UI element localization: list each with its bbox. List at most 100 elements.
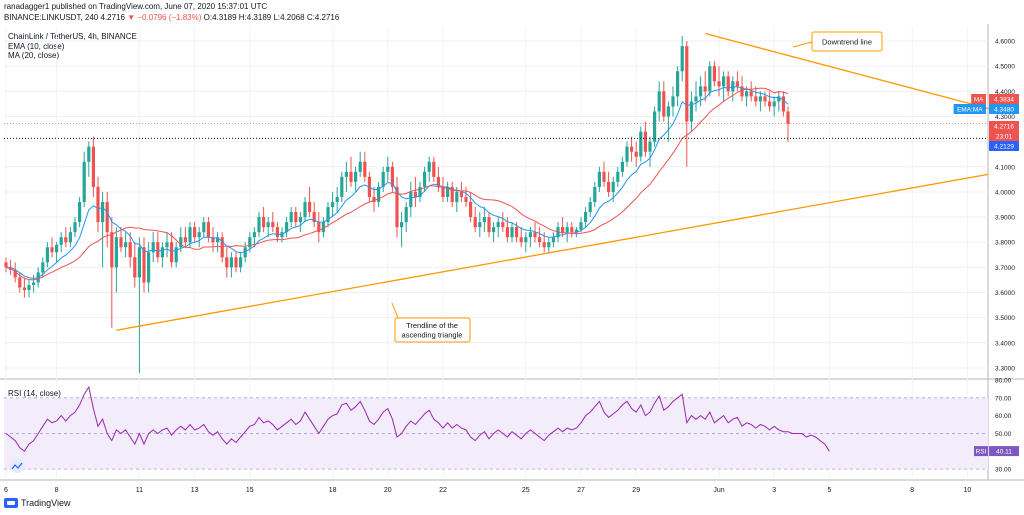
candle-body	[377, 186, 381, 202]
candle-body	[243, 247, 247, 258]
candle-body	[473, 217, 477, 228]
time-tick-label: Jun	[713, 487, 724, 494]
candle-body	[772, 101, 776, 107]
candle-body	[699, 86, 703, 97]
candle-body	[174, 247, 178, 263]
candle-body	[570, 227, 574, 233]
candle-body	[183, 237, 187, 243]
trendline-callout-box	[394, 317, 471, 343]
time-tick-label: 27	[577, 487, 585, 494]
candle-body	[446, 186, 450, 197]
candle-body	[331, 202, 335, 208]
candle-body	[749, 91, 753, 97]
candle-body	[308, 202, 312, 213]
time-tick-label: 25	[522, 487, 530, 494]
chart-legend: ChainLink / TetherUS, 4h, BINANCE EMA (1…	[8, 32, 137, 61]
candle-body	[740, 86, 744, 97]
time-tick-label: 10	[964, 487, 972, 494]
candle-body	[676, 71, 680, 97]
candle-body	[147, 252, 151, 283]
candle-body	[128, 242, 132, 258]
candle-body	[78, 202, 82, 223]
candle-body	[105, 202, 109, 233]
price-tag-box	[989, 104, 1019, 114]
price-tag-name-box	[971, 94, 986, 104]
candle-body	[160, 247, 164, 258]
candle-body	[423, 171, 427, 187]
rsi-tick-label: 70.00	[995, 395, 1012, 402]
candle-body	[496, 222, 500, 228]
candle-body	[303, 202, 307, 218]
candle-body	[579, 222, 583, 230]
brand-label: TradingView	[21, 498, 71, 508]
tradingview-logo-icon	[4, 498, 18, 508]
candle-body	[694, 96, 698, 102]
ma-line	[5, 87, 789, 281]
price-tick-label: 4.4000	[995, 89, 1015, 96]
ema-legend: EMA (10, close)	[8, 41, 65, 51]
candle-body	[611, 181, 615, 192]
candle-body	[404, 207, 408, 223]
candle-body	[547, 242, 551, 248]
candle-body	[524, 237, 528, 243]
candle-body	[55, 244, 59, 253]
candle-body	[188, 227, 192, 243]
candle-body	[206, 222, 210, 238]
candle-body	[666, 106, 670, 117]
candle-body	[478, 222, 482, 228]
candle-body	[413, 191, 417, 197]
candle-body	[18, 277, 22, 288]
candle-body	[266, 222, 270, 228]
rsi-tick-label: 30.00	[995, 467, 1012, 474]
trendline-callout-pointer	[391, 302, 399, 319]
candle-body	[68, 232, 72, 243]
ema-line	[5, 86, 789, 280]
candle-body	[607, 181, 611, 192]
candle-body	[436, 176, 440, 187]
candle-body	[515, 227, 519, 238]
trendline-callout-label-1: Trendline of the	[406, 321, 458, 330]
time-tick-label: 5	[827, 487, 831, 494]
candle-body	[689, 101, 693, 122]
candle-body	[363, 161, 367, 177]
candle-body	[119, 237, 123, 248]
candle-body	[685, 46, 689, 122]
candle-body	[395, 186, 399, 228]
candle-body	[538, 237, 542, 243]
candle-body	[280, 232, 284, 238]
candle-body	[87, 146, 91, 162]
symbol-info: BINANCE:LINKUSDT, 240 4.2716 ▼ −0.0796 (…	[4, 13, 339, 22]
candle-body	[239, 257, 243, 268]
candle-body	[321, 222, 325, 233]
rsi-tag-value: 40.11	[996, 449, 1012, 456]
candle-body	[372, 196, 376, 202]
candle-body	[459, 191, 463, 197]
candle-body	[708, 66, 712, 92]
downtrend-callout-pointer	[792, 41, 813, 48]
candle-body	[22, 287, 26, 290]
candle-body	[630, 146, 634, 152]
rsi-tick-label: 50.00	[995, 431, 1012, 438]
candle-body	[220, 237, 224, 258]
price-tag-name: MA	[974, 97, 984, 104]
last-price: 4.2716	[100, 13, 125, 22]
candle-body	[202, 222, 206, 233]
candle-body	[639, 131, 643, 157]
rsi-legend: RSI (14, close)	[8, 389, 61, 398]
price-tick-label: 3.9000	[995, 215, 1015, 222]
candle-body	[492, 227, 496, 233]
time-tick-label: 15	[246, 487, 254, 494]
time-tick-label: 11	[136, 487, 143, 494]
candle-body	[735, 81, 739, 87]
price-tag-name-box	[953, 104, 986, 114]
downtrend-callout-box	[811, 31, 883, 52]
chart-watermark-icon	[10, 459, 24, 473]
candle-body	[358, 161, 362, 172]
candle-body	[349, 171, 353, 182]
candle-body	[777, 96, 781, 102]
candle-body	[137, 247, 141, 278]
candle-body	[294, 212, 298, 223]
price-tag-box	[989, 121, 1019, 131]
candle-body	[648, 141, 652, 152]
